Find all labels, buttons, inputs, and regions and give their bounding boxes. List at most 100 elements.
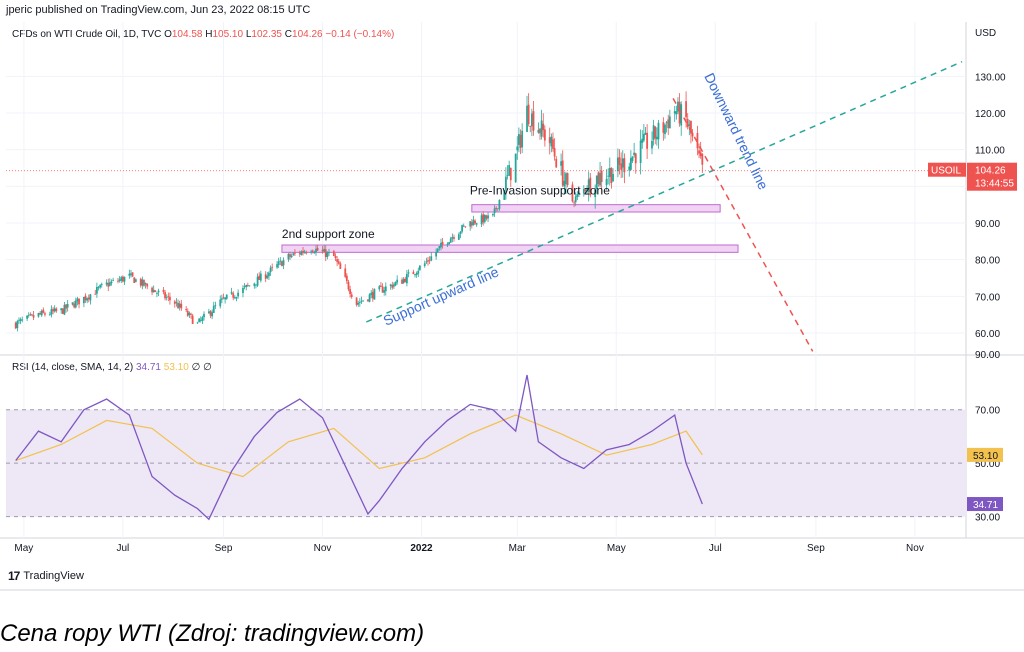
candle-body bbox=[203, 313, 205, 318]
candle-body bbox=[493, 208, 496, 214]
candle-body bbox=[587, 179, 590, 192]
candle-body bbox=[298, 253, 301, 255]
candle-body bbox=[582, 189, 585, 194]
rsi-title[interactable]: RSI (14, close, SMA, 14, 2) bbox=[12, 362, 134, 373]
candle-body bbox=[552, 139, 554, 149]
candle-body bbox=[373, 289, 376, 300]
candle-body bbox=[701, 153, 704, 165]
candle-body bbox=[165, 297, 168, 299]
candle-body bbox=[378, 286, 381, 290]
candle-body bbox=[526, 105, 528, 132]
candle-body bbox=[449, 238, 452, 243]
candle-body bbox=[186, 310, 189, 316]
publisher-line: jperic published on TradingView.com, Jun… bbox=[6, 4, 311, 16]
candle-body bbox=[417, 270, 420, 274]
candle-body bbox=[84, 295, 87, 300]
rsi-value: 34.71 bbox=[135, 362, 161, 373]
downward-trendline bbox=[672, 97, 814, 352]
candle-body bbox=[610, 167, 613, 184]
candle-body bbox=[139, 278, 142, 286]
candle-body bbox=[334, 255, 337, 258]
low-value: 102.35 bbox=[251, 29, 282, 40]
candle-body bbox=[505, 176, 507, 190]
candle-body bbox=[608, 167, 611, 177]
candle-body bbox=[362, 300, 364, 302]
candle-body bbox=[430, 256, 433, 261]
wti-chart[interactable]: 60.0070.0080.0090.00100.00110.00120.0013… bbox=[0, 0, 1024, 600]
time-tick-label: May bbox=[14, 543, 33, 554]
candle-body bbox=[279, 260, 282, 262]
candle-body bbox=[169, 296, 171, 301]
zone-label-pre-invasion: Pre-Invasion support zone bbox=[470, 184, 610, 198]
candle-body bbox=[289, 254, 291, 257]
candle-body bbox=[402, 278, 405, 283]
candle-body bbox=[508, 165, 511, 176]
candle-body bbox=[607, 175, 610, 177]
candle-body bbox=[65, 304, 67, 309]
candle-body bbox=[180, 303, 183, 309]
candle-body bbox=[211, 312, 214, 317]
candle-body bbox=[553, 148, 556, 157]
candle-body bbox=[128, 273, 131, 276]
candle-body bbox=[44, 313, 46, 315]
candle-body bbox=[594, 189, 597, 198]
candle-body bbox=[290, 255, 293, 258]
price-tick-label: 80.00 bbox=[975, 256, 1000, 267]
candle-body bbox=[287, 253, 290, 260]
candle-body bbox=[623, 158, 626, 173]
candle-body bbox=[407, 272, 410, 274]
candle-body bbox=[418, 265, 421, 270]
candle-body bbox=[152, 289, 155, 293]
candle-body bbox=[118, 279, 121, 282]
candle-body bbox=[662, 122, 665, 133]
candle-body bbox=[71, 302, 74, 305]
candle-body bbox=[19, 319, 22, 322]
candle-body bbox=[52, 309, 54, 312]
candle-body bbox=[540, 120, 543, 137]
close-label: C bbox=[284, 29, 293, 40]
candle-body bbox=[617, 157, 619, 172]
candle-body bbox=[589, 177, 592, 196]
brand-label: TradingView bbox=[23, 570, 84, 582]
candle-body bbox=[162, 289, 165, 292]
candle-body bbox=[94, 293, 97, 295]
support-zone-1 bbox=[281, 244, 739, 253]
candle-body bbox=[425, 261, 428, 263]
candle-body bbox=[177, 302, 179, 309]
candle-body bbox=[305, 252, 308, 254]
candle-body bbox=[345, 275, 348, 282]
candle-body bbox=[487, 215, 489, 219]
candle-body bbox=[696, 132, 699, 149]
symbol-name[interactable]: CFDs on WTI Crude Oil, 1D, TVC bbox=[12, 29, 162, 40]
candle-body bbox=[389, 284, 392, 286]
candle-body bbox=[156, 292, 158, 294]
candle-body bbox=[31, 314, 33, 316]
candle-body bbox=[539, 128, 541, 134]
open-label: O bbox=[164, 29, 172, 40]
candle-body bbox=[516, 146, 519, 151]
candle-body bbox=[573, 202, 575, 204]
candle-body bbox=[446, 243, 449, 245]
candle-body bbox=[73, 303, 76, 308]
candlesticks bbox=[14, 91, 704, 332]
candle-body bbox=[323, 248, 326, 252]
candle-body bbox=[680, 104, 683, 126]
candle-body bbox=[110, 281, 113, 284]
candle-body bbox=[453, 237, 455, 239]
candle-body bbox=[685, 101, 687, 118]
candle-body bbox=[350, 294, 353, 297]
candle-body bbox=[381, 286, 384, 293]
candle-body bbox=[302, 250, 304, 253]
candle-body bbox=[667, 119, 670, 129]
candle-body bbox=[464, 226, 467, 228]
candle-body bbox=[233, 297, 236, 299]
candle-body bbox=[503, 190, 506, 200]
candle-body bbox=[303, 251, 306, 254]
tradingview-brand[interactable]: 17 TradingView bbox=[8, 569, 84, 583]
candle-body bbox=[42, 309, 45, 313]
candle-body bbox=[673, 111, 676, 114]
candle-body bbox=[457, 234, 460, 240]
candle-body bbox=[164, 292, 166, 299]
candle-body bbox=[634, 153, 637, 164]
candle-body bbox=[678, 102, 681, 124]
